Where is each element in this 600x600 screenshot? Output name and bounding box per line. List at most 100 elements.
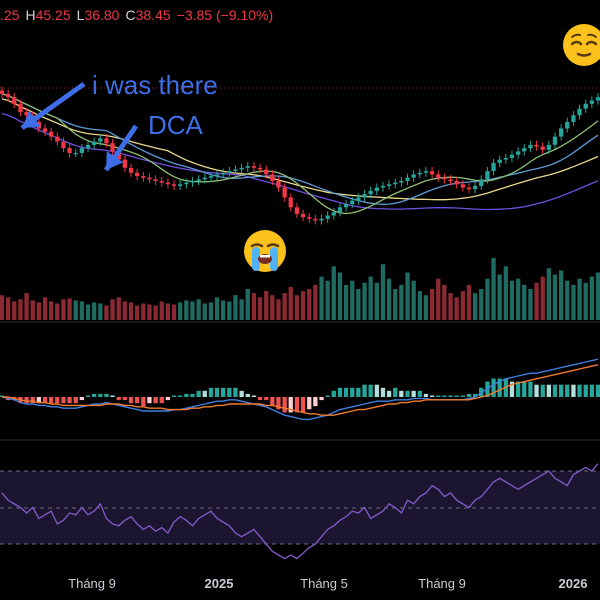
annotation-dca[interactable]: DCA <box>148 110 203 140</box>
macd-histogram-bar <box>546 384 551 397</box>
volume-bar <box>196 299 201 320</box>
volume-bar <box>257 297 263 320</box>
macd-histogram-bar <box>270 397 275 407</box>
macd-histogram-bar <box>595 384 600 397</box>
macd-histogram-bar <box>190 393 195 397</box>
candle-body <box>546 144 551 150</box>
macd-histogram-bar <box>153 397 158 404</box>
volume-bar <box>331 266 336 320</box>
macd-histogram-bar <box>42 397 48 404</box>
candle-body <box>135 172 140 177</box>
candle-body <box>552 136 558 145</box>
close-value: 38.45 <box>135 7 171 23</box>
candle-body <box>589 100 594 104</box>
macd-histogram-bar <box>577 384 582 397</box>
volume-bar <box>104 305 109 320</box>
macd-histogram-bar <box>516 381 521 397</box>
candle-body <box>399 181 404 183</box>
candle-body <box>227 171 232 173</box>
volume-bar <box>18 299 23 320</box>
candle-body <box>430 171 435 175</box>
volume-bar <box>460 291 465 320</box>
loudly-crying-face-icon[interactable] <box>242 228 288 274</box>
volume-bar <box>55 303 60 320</box>
candle-body <box>257 167 263 170</box>
macd-histogram-bar <box>73 397 78 404</box>
macd-histogram-bar <box>141 397 146 407</box>
candle-body <box>18 103 23 112</box>
volume-bar <box>251 293 257 320</box>
volume-bar <box>165 303 170 320</box>
macd-histogram-bar <box>55 397 60 404</box>
macd-histogram-bar <box>282 397 287 413</box>
candle-body <box>0 90 5 94</box>
volume-bar <box>85 304 91 320</box>
volume-bar <box>442 284 447 320</box>
volume-bar <box>98 303 103 320</box>
volume-bar <box>430 289 435 320</box>
volume-bar <box>362 282 367 320</box>
candle-body <box>233 169 238 172</box>
volume-bar <box>380 264 386 320</box>
low-label: L <box>76 7 85 23</box>
candle-body <box>454 181 459 185</box>
candle-body <box>337 207 343 213</box>
candle-body <box>110 143 115 152</box>
volume-bar <box>516 278 521 320</box>
macd-histogram-bar <box>251 395 257 397</box>
candle-body <box>73 153 78 155</box>
macd-histogram-bar <box>79 397 84 401</box>
close-label: C <box>125 7 136 23</box>
macd-histogram-bar <box>196 390 201 397</box>
volume-bar <box>171 304 177 320</box>
candle-body <box>214 174 220 176</box>
volume-bar <box>227 301 232 320</box>
candle-body <box>522 148 527 152</box>
volume-bar <box>577 278 582 320</box>
candle-body <box>442 177 447 180</box>
candle-body <box>540 146 545 150</box>
high-value: 45.25 <box>35 7 71 23</box>
volume-bar <box>337 272 343 320</box>
macd-histogram-bar <box>522 381 527 397</box>
macd-histogram-bar <box>239 390 244 397</box>
candle-body <box>423 171 429 173</box>
annotation-arrow-2[interactable] <box>103 124 139 172</box>
candle-body <box>380 185 386 188</box>
volume-bar <box>405 272 410 320</box>
candle-body <box>251 166 257 168</box>
volume-bar <box>214 297 220 320</box>
candle-body <box>6 93 11 98</box>
macd-histogram-bar <box>288 397 293 413</box>
candle-body <box>153 179 158 181</box>
macd-histogram-bar <box>116 397 121 401</box>
candle-body <box>307 217 312 219</box>
candle-body <box>534 144 539 147</box>
candle-body <box>448 179 453 181</box>
macd-histogram-bar <box>356 387 361 397</box>
candle-body <box>208 176 214 178</box>
volume-bar <box>159 301 164 320</box>
macd-histogram-bar <box>380 387 386 397</box>
candle-body <box>565 121 570 129</box>
ohlc-legend: .25 H45.25 L36.80 C38.45 −3.85 (−9.10%) <box>0 7 279 23</box>
volume-bar <box>110 299 115 320</box>
macd-histogram-bar <box>343 387 349 397</box>
macd-histogram-bar <box>534 384 539 397</box>
relieved-face-icon[interactable] <box>561 22 600 68</box>
candle-body <box>122 159 127 168</box>
volume-bar <box>61 299 66 320</box>
volume-bar <box>386 278 392 320</box>
annotation-i-was-there[interactable]: i was there <box>92 70 218 100</box>
annotation-arrow-1[interactable] <box>20 81 86 131</box>
volume-bar <box>0 295 5 320</box>
volume-bar <box>264 291 269 320</box>
macd-histogram-bar <box>386 390 392 397</box>
candle-body <box>24 112 29 116</box>
macd-histogram-bar <box>36 397 41 404</box>
macd-histogram-bar <box>208 387 214 397</box>
candle-body <box>104 138 109 144</box>
change-value: −3.85 (−9.10%) <box>176 7 274 23</box>
volume-bar <box>49 301 54 320</box>
